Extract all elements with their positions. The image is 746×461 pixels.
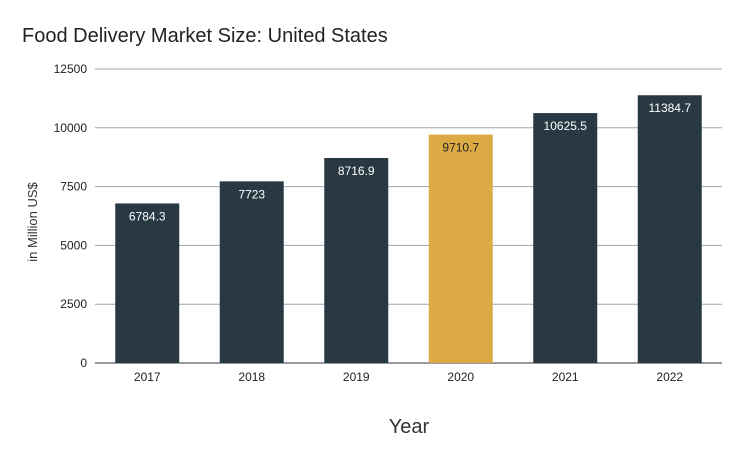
data-label-2018: 7723	[238, 187, 265, 201]
x-tick-label: 2020	[447, 370, 474, 384]
y-tick-label: 5000	[60, 238, 87, 252]
y-tick-label: 2500	[60, 297, 87, 311]
data-label-2021: 10625.5	[544, 119, 588, 133]
data-label-2020: 9710.7	[442, 141, 479, 155]
y-tick-label: 7500	[60, 180, 87, 194]
x-axis-label: Year	[389, 416, 430, 438]
x-tick-label: 2021	[552, 370, 579, 384]
bar-2021	[533, 113, 598, 363]
y-axis-label: in Million US$	[25, 181, 40, 261]
data-label-2017: 6784.3	[129, 209, 166, 223]
bar-2018	[219, 181, 284, 363]
x-tick-label: 2019	[343, 370, 370, 384]
x-axis-ticks: 2017 2018 2019 2020 2021 2022	[134, 370, 684, 384]
data-label-2019: 8716.9	[338, 164, 375, 178]
x-tick-label: 2018	[238, 370, 265, 384]
x-tick-label: 2017	[134, 370, 161, 384]
bar-2019	[324, 157, 389, 363]
data-label-2022: 11384.7	[649, 101, 692, 115]
chart-title: Food Delivery Market Size: United States	[22, 25, 388, 47]
bars: 6784.3 7723 8716.9 9710.7 10625.5 11384.7	[115, 95, 702, 363]
bar-2020	[428, 134, 493, 363]
gridlines	[95, 68, 722, 364]
y-tick-label: 10000	[54, 121, 88, 135]
y-tick-label: 0	[80, 356, 87, 370]
y-tick-label: 12500	[54, 62, 88, 76]
bar-2022	[637, 95, 702, 363]
x-tick-label: 2022	[656, 370, 683, 384]
y-axis-ticks: 0 2500 5000 7500 10000 12500	[54, 62, 88, 370]
bar-2017	[115, 203, 180, 363]
